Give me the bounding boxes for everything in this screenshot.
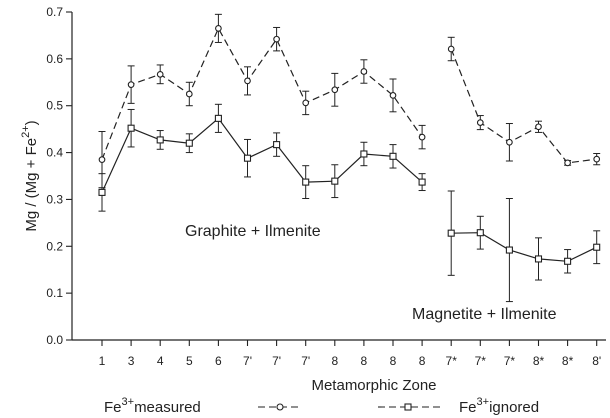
x-tick-label: 4 (157, 354, 164, 368)
data-point-fe3-ignored (389, 152, 397, 160)
annotation-magnetite-ilmenite: Magnetite + Ilmenite (412, 306, 557, 323)
y-axis-label-close: ) (23, 120, 40, 125)
data-point-fe3-ignored (331, 177, 339, 185)
data-point-fe3-measured (476, 119, 484, 126)
y-tick-label: 0.5 (46, 99, 63, 113)
legend-label-measured-prefix: Fe (104, 399, 122, 416)
data-point-fe3-ignored (302, 178, 310, 186)
series-fe3-measured (98, 13, 601, 189)
data-point-fe3-measured (273, 35, 280, 43)
series-line-fe3-measured (450, 48, 597, 164)
series-line-fe3-ignored (101, 117, 423, 193)
data-point-fe3-ignored (214, 114, 222, 122)
x-tick-label: 7' (301, 354, 310, 368)
annotation-graphite-ilmenite: Graphite + Ilmenite (185, 223, 321, 240)
legend-label-measured: Fe3+measured (104, 396, 201, 416)
x-tick-label: 8 (419, 354, 426, 368)
data-point-fe3-measured (447, 45, 455, 53)
data-point-fe3-ignored (243, 154, 252, 162)
legend-label-measured-suffix: measured (134, 399, 201, 416)
y-tick-label: 0.6 (46, 52, 63, 66)
data-point-fe3-ignored (98, 188, 106, 196)
legend-label-ignored-prefix: Fe (459, 399, 477, 416)
x-tick-label: 3 (128, 354, 135, 368)
y-axis-ticks: 0.0 0.1 0.2 0.3 0.4 0.5 0.6 0.7 (46, 5, 72, 347)
data-point-fe3-measured (506, 138, 513, 146)
y-tick-label: 0.1 (46, 286, 63, 300)
data-point-fe3-ignored (127, 124, 135, 132)
y-axis-label-sup: 2+ (20, 125, 32, 138)
y-tick-label: 0.4 (46, 146, 63, 160)
data-point-fe3-measured (215, 25, 222, 32)
data-point-fe3-measured (156, 70, 164, 78)
data-point-fe3-ignored (564, 257, 572, 265)
legend-swatch-ignored-marker (404, 403, 412, 411)
y-tick-label: 0.7 (46, 5, 63, 19)
series-line-fe3-ignored (451, 232, 597, 262)
data-point-fe3-ignored (447, 229, 455, 237)
data-point-fe3-ignored (360, 150, 368, 158)
x-tick-label: 7* (446, 354, 458, 368)
data-point-fe3-ignored (534, 255, 543, 263)
data-point-fe3-measured (564, 159, 571, 167)
data-point-fe3-measured (185, 90, 193, 98)
legend-label-ignored: Fe3+ignored (459, 396, 539, 416)
data-point-fe3-ignored (476, 229, 484, 237)
x-tick-label: 7' (243, 354, 252, 368)
legend-swatch-measured-marker (276, 403, 284, 411)
x-axis-ticks: 1 3 4 5 6 7' 7' 7' 8 8 8 8 7* 7* 7* 8* 8* 8' (99, 340, 601, 368)
x-tick-label: 6 (215, 354, 222, 368)
x-tick-label: 8 (331, 354, 338, 368)
data-point-fe3-ignored (593, 243, 601, 251)
series-line-fe3-measured (101, 27, 423, 160)
x-tick-label: 8* (533, 354, 545, 368)
data-point-fe3-measured (389, 92, 397, 99)
x-axis-label: Metamorphic Zone (311, 377, 436, 394)
data-point-fe3-ignored (156, 136, 164, 144)
data-point-fe3-measured (360, 68, 368, 75)
legend: Fe3+measured Fe3+ignored (104, 396, 539, 416)
x-tick-label: 7' (272, 354, 281, 368)
y-axis-label-main: Mg / (Mg + Fe (23, 138, 40, 232)
data-point-fe3-ignored (418, 178, 426, 186)
legend-label-measured-sup: 3+ (122, 396, 135, 408)
data-point-fe3-ignored (273, 141, 281, 149)
plot-area (98, 13, 601, 303)
x-tick-label: 7* (475, 354, 487, 368)
x-tick-label: 8' (592, 354, 601, 368)
y-tick-label: 0.0 (46, 333, 63, 347)
y-tick-label: 0.3 (46, 192, 63, 206)
data-point-fe3-measured (535, 123, 542, 131)
x-tick-label: 8 (361, 354, 368, 368)
legend-item-ignored: Fe3+ignored (378, 396, 539, 416)
x-tick-label: 8* (562, 354, 574, 368)
data-point-fe3-measured (302, 99, 310, 107)
x-tick-label: 5 (186, 354, 193, 368)
data-point-fe3-measured (331, 86, 339, 94)
y-tick-label: 0.2 (46, 239, 63, 253)
x-tick-label: 7* (504, 354, 516, 368)
data-point-fe3-measured (98, 156, 106, 163)
legend-item-measured: Fe3+measured (104, 396, 302, 416)
data-point-fe3-measured (127, 81, 135, 88)
x-tick-label: 1 (99, 354, 106, 368)
series-fe3-ignored (98, 103, 601, 303)
data-point-fe3-measured (244, 77, 251, 85)
y-axis-label: Mg / (Mg + Fe2+) (20, 120, 40, 231)
data-point-fe3-ignored (505, 246, 513, 254)
legend-label-ignored-suffix: ignored (489, 399, 539, 416)
data-point-fe3-measured (593, 155, 601, 163)
data-point-fe3-measured (418, 133, 426, 141)
data-point-fe3-ignored (185, 139, 193, 147)
x-tick-label: 8 (390, 354, 397, 368)
legend-label-ignored-sup: 3+ (477, 396, 490, 408)
